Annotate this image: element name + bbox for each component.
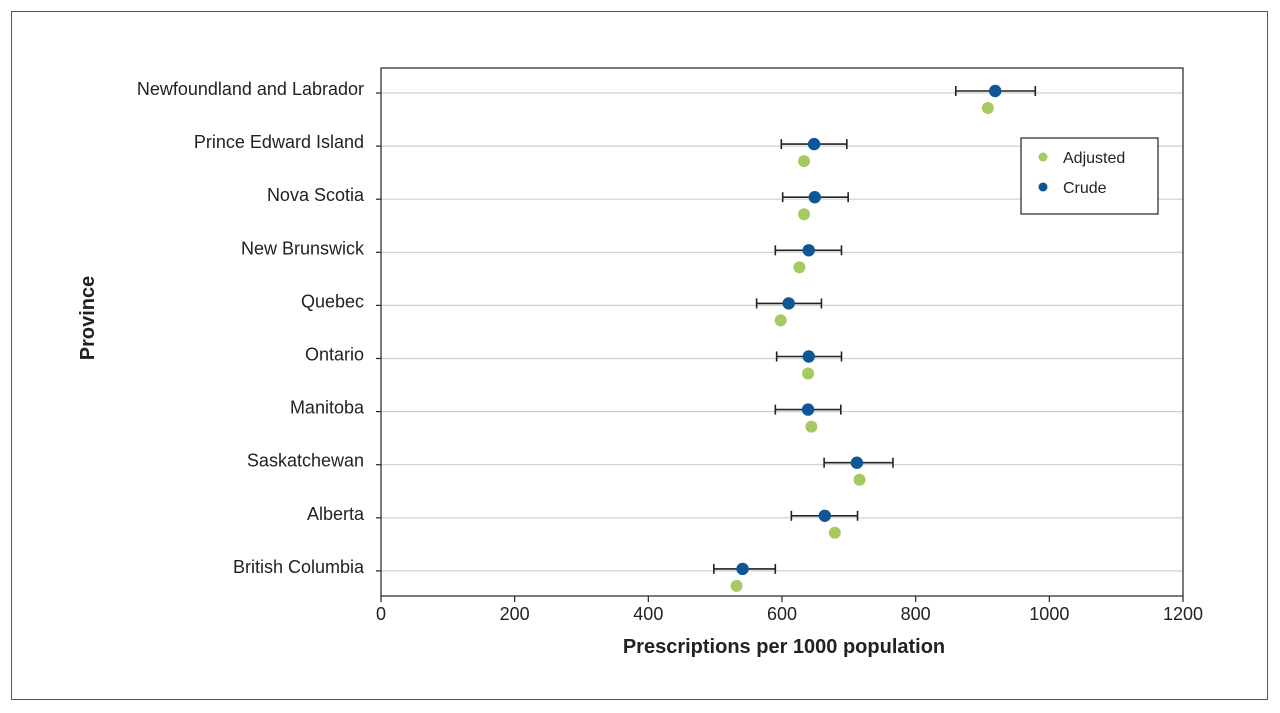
- y-tick-label-saskatchewan: Saskatchewan: [247, 451, 364, 471]
- x-tick-label-0: 0: [376, 604, 386, 624]
- legend: Adjusted Crude: [1020, 137, 1159, 215]
- adjusted-point-ontario: [802, 367, 815, 380]
- y-tick-label-prince-edward-island: Prince Edward Island: [194, 132, 364, 152]
- x-axis-ticks: 0 200 400 600 800 1000 1200: [376, 596, 1203, 624]
- x-tick-label-1200: 1200: [1163, 604, 1203, 624]
- crude-point-new-brunswick: [802, 244, 815, 257]
- crude-point-manitoba: [801, 403, 815, 416]
- x-tick-label-800: 800: [901, 604, 931, 624]
- adjusted-point-alberta: [828, 526, 841, 539]
- crude-series: [736, 84, 1002, 576]
- x-tick-label-600: 600: [767, 604, 797, 624]
- y-axis-ticks: Newfoundland and Labrador Prince Edward I…: [137, 79, 381, 577]
- legend-label-crude: Crude: [1063, 180, 1107, 197]
- y-tick-label-quebec: Quebec: [301, 291, 364, 311]
- y-tick-label-ontario: Ontario: [305, 345, 364, 365]
- y-tick-label-alberta: Alberta: [307, 504, 365, 524]
- adjusted-point-quebec: [774, 314, 787, 327]
- y-tick-label-nova-scotia: Nova Scotia: [267, 185, 365, 205]
- y-tick-label-british-columbia: British Columbia: [233, 557, 365, 577]
- y-axis-title: Province: [77, 276, 99, 360]
- legend-marker-crude: [1038, 182, 1048, 192]
- adjusted-point-british-columbia: [730, 579, 743, 592]
- adjusted-point-newfoundland-and-labrador: [981, 102, 994, 114]
- legend-label-adjusted: Adjusted: [1063, 150, 1125, 167]
- y-tick-label-manitoba: Manitoba: [290, 398, 365, 418]
- x-tick-label-400: 400: [633, 604, 663, 624]
- x-tick-label-200: 200: [500, 604, 530, 624]
- crude-point-saskatchewan: [850, 456, 864, 469]
- legend-marker-adjusted: [1038, 152, 1048, 162]
- y-tick-label-new-brunswick: New Brunswick: [241, 238, 365, 258]
- error-bars: [713, 86, 1037, 574]
- x-axis-title: Prescriptions per 1000 population: [623, 636, 945, 658]
- adjusted-point-nova-scotia: [798, 208, 811, 221]
- adjusted-point-manitoba: [805, 420, 818, 433]
- adjusted-point-new-brunswick: [793, 261, 806, 274]
- gridlines: [381, 92, 1183, 572]
- crude-point-nova-scotia: [808, 191, 821, 204]
- crude-point-british-columbia: [736, 562, 749, 576]
- y-tick-label-newfoundland-and-labrador: Newfoundland and Labrador: [137, 79, 364, 99]
- figure-frame: [11, 11, 1268, 700]
- adjusted-series: [730, 102, 994, 592]
- crude-point-ontario: [802, 350, 815, 363]
- crude-point-quebec: [782, 297, 795, 310]
- legend-box: [1020, 137, 1159, 215]
- adjusted-point-prince-edward-island: [798, 155, 811, 168]
- crude-point-alberta: [818, 509, 831, 522]
- adjusted-point-saskatchewan: [853, 473, 866, 486]
- x-tick-label-1000: 1000: [1029, 604, 1069, 624]
- crude-point-prince-edward-island: [807, 137, 821, 151]
- crude-point-newfoundland-and-labrador: [988, 84, 1002, 98]
